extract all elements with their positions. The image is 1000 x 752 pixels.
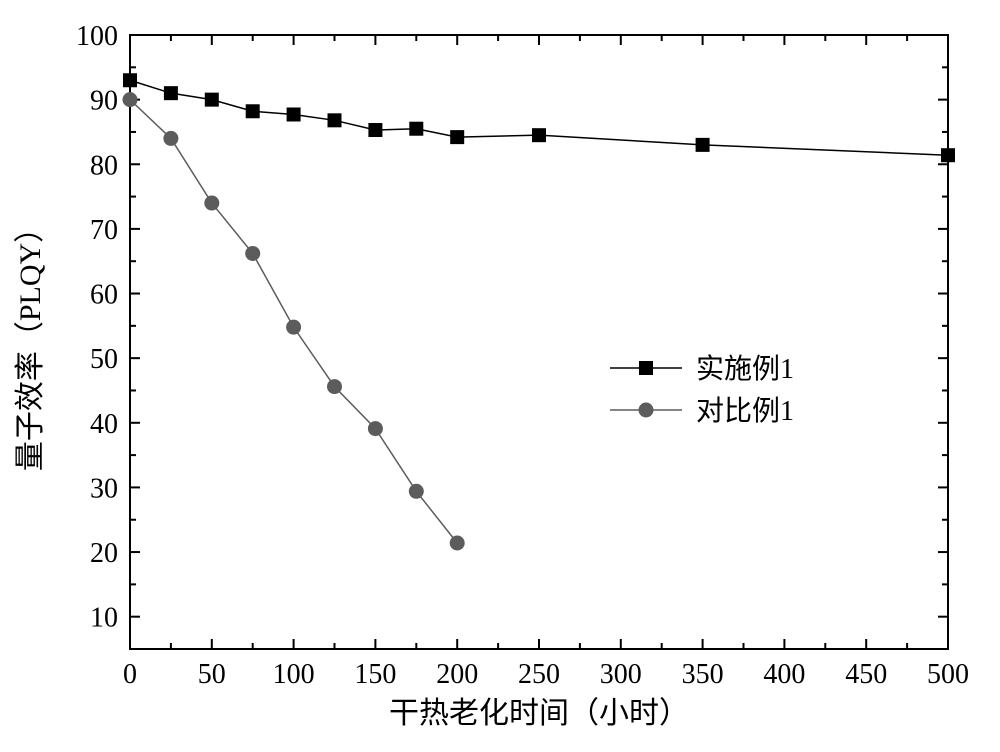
legend-label-1: 对比例1 — [696, 395, 794, 427]
svg-text:200: 200 — [436, 659, 478, 690]
svg-text:60: 60 — [90, 280, 118, 311]
svg-text:0: 0 — [123, 659, 137, 690]
svg-text:450: 450 — [845, 659, 887, 690]
svg-text:40: 40 — [90, 409, 118, 440]
svg-text:150: 150 — [354, 659, 396, 690]
svg-text:90: 90 — [90, 86, 118, 117]
svg-text:300: 300 — [600, 659, 642, 690]
svg-text:500: 500 — [927, 659, 969, 690]
svg-text:70: 70 — [90, 215, 118, 246]
svg-text:50: 50 — [90, 344, 118, 375]
svg-text:350: 350 — [682, 659, 724, 690]
svg-text:20: 20 — [90, 538, 118, 569]
y-axis-label: 量子效率（PLQY） — [14, 213, 47, 471]
x-axis-label: 干热老化时间（小时） — [389, 697, 689, 730]
svg-text:10: 10 — [90, 603, 118, 634]
svg-text:80: 80 — [90, 150, 118, 181]
svg-text:100: 100 — [76, 21, 118, 52]
svg-text:30: 30 — [90, 473, 118, 504]
svg-text:250: 250 — [518, 659, 560, 690]
svg-text:100: 100 — [273, 659, 315, 690]
legend-label-0: 实施例1 — [696, 353, 794, 385]
svg-text:50: 50 — [198, 659, 226, 690]
plqy-line-chart: 0 50 100 150 200 250 300 350 400 450 500 10 20 30 40 50… — [0, 0, 1000, 752]
svg-text:400: 400 — [763, 659, 805, 690]
